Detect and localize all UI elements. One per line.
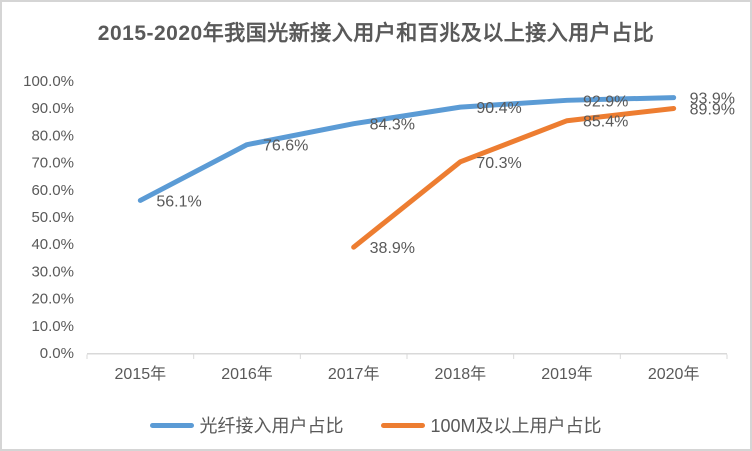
y-axis-tick-label: 20.0% — [31, 291, 74, 308]
y-axis-tick-label: 80.0% — [31, 127, 74, 144]
y-axis-tick-label: 30.0% — [31, 263, 74, 280]
y-axis-tick-label: 10.0% — [31, 318, 74, 335]
y-axis-tick-label: 100.0% — [23, 73, 74, 90]
chart-title: 2015-2020年我国光新接入用户和百兆及以上接入用户占比 — [97, 22, 655, 45]
data-label: 70.3% — [476, 155, 521, 172]
legend-label-100m: 100M及以上用户占比 — [430, 416, 602, 436]
legend-item-fiber: 光纤接入用户占比 — [150, 412, 343, 438]
data-label: 93.9% — [690, 91, 735, 108]
legend-line-swatch-100m — [381, 422, 426, 428]
x-axis-category-label: 2020年 — [648, 365, 700, 383]
chart-legend: 光纤接入用户占比 100M及以上用户占比 — [2, 408, 750, 442]
legend-line-swatch-fiber — [150, 422, 195, 428]
y-axis-tick-label: 40.0% — [31, 236, 74, 253]
x-axis-category-label: 2017年 — [328, 365, 380, 383]
x-axis-category-label: 2019年 — [541, 365, 593, 383]
data-label: 92.9% — [583, 93, 628, 110]
y-axis-tick-label: 50.0% — [31, 209, 74, 226]
legend-item-100m: 100M及以上用户占比 — [381, 412, 602, 438]
data-label: 38.9% — [370, 240, 415, 257]
legend-label-fiber: 光纤接入用户占比 — [199, 416, 344, 436]
x-axis-category-label: 2018年 — [435, 365, 487, 383]
x-axis-category-label: 2016年 — [221, 365, 273, 383]
data-label: 56.1% — [156, 193, 201, 210]
y-axis-tick-label: 0.0% — [40, 345, 74, 362]
y-axis-tick-label: 90.0% — [31, 100, 74, 117]
x-axis-category-label: 2015年 — [115, 365, 167, 383]
data-label: 85.4% — [583, 114, 628, 131]
series-line-0 — [137, 95, 677, 203]
series-line-1 — [351, 105, 677, 250]
data-label: 89.9% — [690, 101, 735, 118]
data-label: 76.6% — [263, 138, 308, 155]
data-label: 90.4% — [476, 100, 521, 117]
data-label: 84.3% — [370, 117, 415, 134]
y-axis-tick-label: 60.0% — [31, 182, 74, 199]
y-axis-tick-label: 70.0% — [31, 155, 74, 172]
